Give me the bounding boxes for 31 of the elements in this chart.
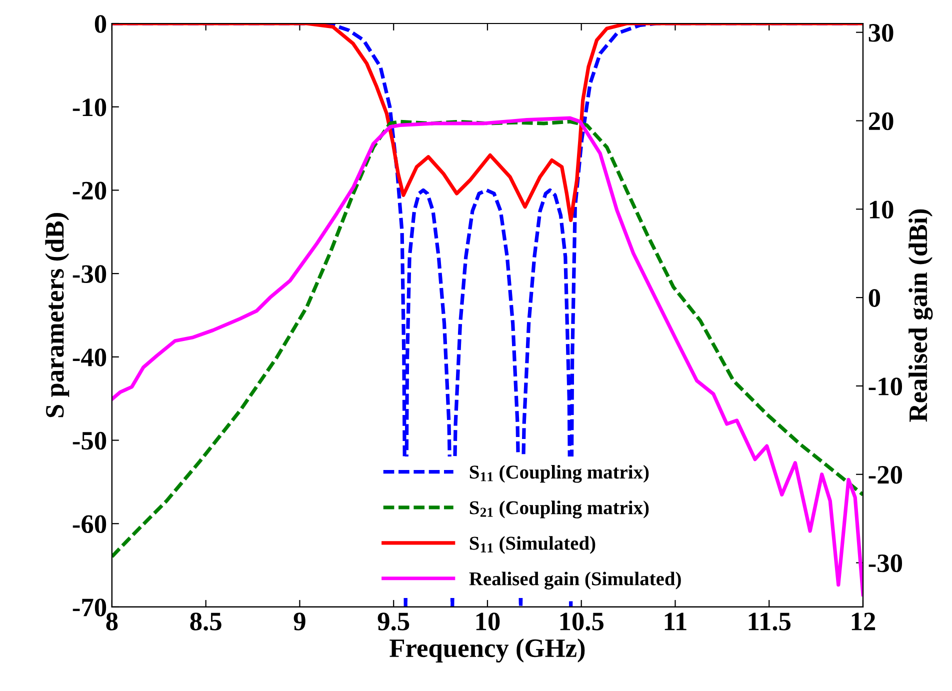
x-tick-label: 9.5 [378,612,410,631]
y-tick-label: -50 [72,432,106,450]
y-tick-label: -20 [72,182,106,200]
y-tick-label: -10 [72,98,106,116]
x-tick-label: 11 [664,612,686,630]
y-axis-title: S parameters (dB) [45,213,70,418]
x-tick-label: 8 [106,612,118,630]
y2-tick-label: -20 [868,466,902,484]
x-tick-label: 9 [294,612,306,630]
x-tick-label: 10 [476,612,500,630]
legend-label: S$_{11}$ (Simulated) [470,536,596,554]
y2-tick-label: 10 [870,200,894,219]
y2-axis-title: Realised gain (dBi) [908,209,933,422]
y2-tick-label: 20 [868,112,894,130]
y2-tick-label: -30 [868,554,902,572]
legend-label: Realised gain (Simulated) [469,572,681,590]
x-axis-title: Frequency (GHz) [390,638,585,663]
y-tick-label: -60 [72,515,106,534]
legend-label: S$_{11}$ (Coupling matrix) [470,465,649,483]
x-tick-label: 11.5 [748,612,791,631]
legend-label: S$_{21}$ (Coupling matrix) [470,500,649,518]
y2-tick-label: -10 [868,378,902,396]
x-tick-label: 10.5 [560,612,604,631]
x-tick-label: 8.5 [190,612,222,631]
y-tick-label: -40 [72,348,106,366]
y-tick-label: 0 [94,15,106,33]
y2-tick-label: 30 [868,24,894,42]
y-tick-label: -70 [72,598,106,616]
x-tick-label: 12 [852,612,876,630]
y2-tick-label: 0 [868,289,880,307]
y-tick-label: -30 [72,265,106,283]
